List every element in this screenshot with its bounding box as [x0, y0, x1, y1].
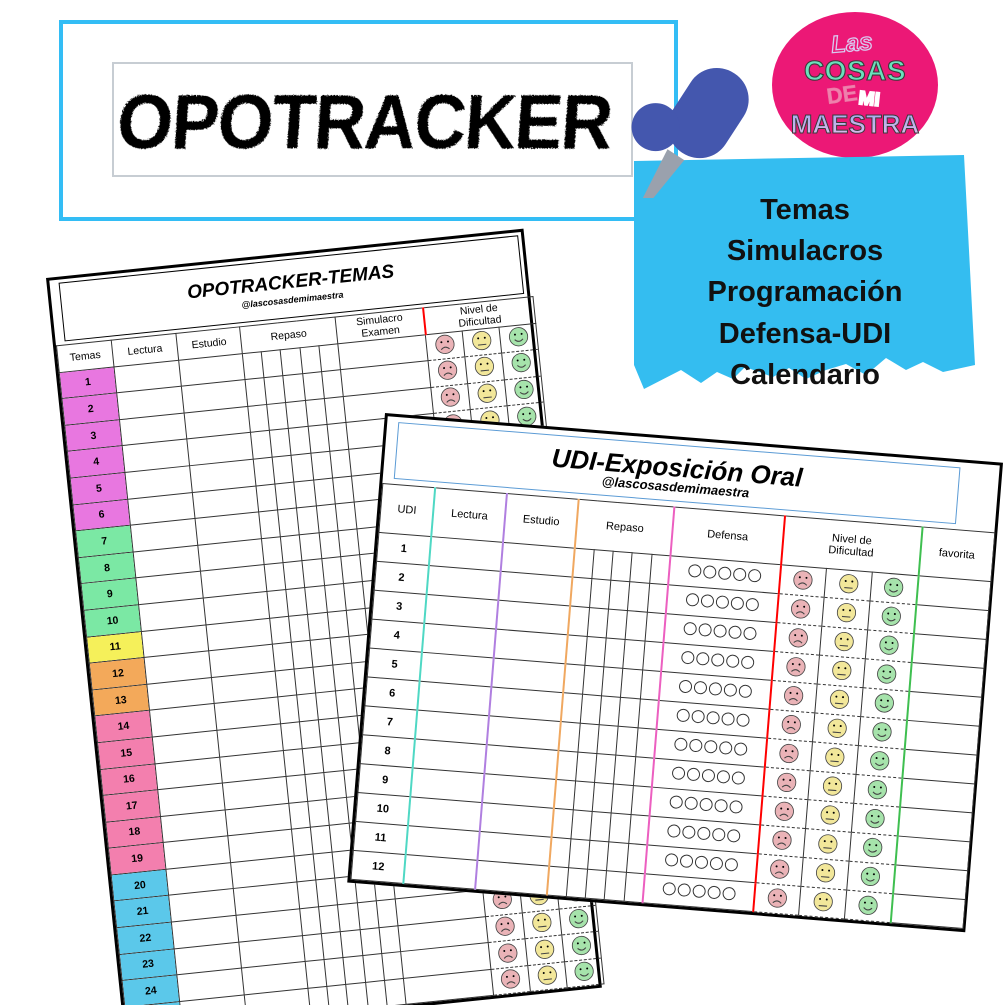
svg-text:MI: MI — [858, 88, 881, 111]
svg-text:DE: DE — [825, 80, 859, 109]
svg-text:OPOTRACKER: OPOTRACKER — [115, 79, 616, 165]
svg-text:MAESTRA: MAESTRA — [791, 109, 920, 139]
